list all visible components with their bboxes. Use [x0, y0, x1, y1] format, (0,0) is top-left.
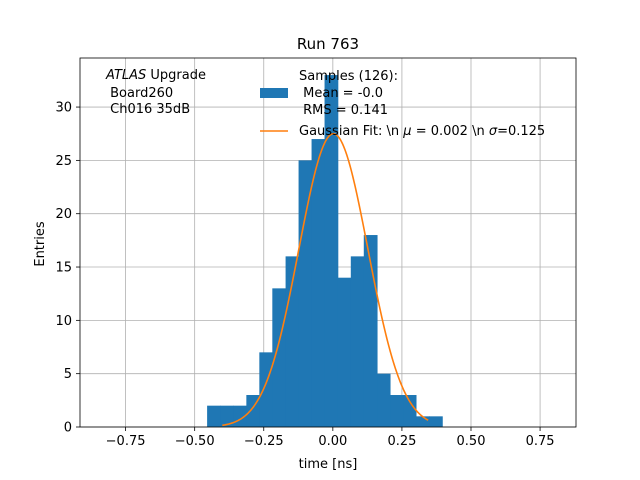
annotation-line-3: Ch016 35dB — [106, 102, 190, 117]
gaussian-fit — [222, 132, 429, 427]
y-tick-label: 0 — [64, 421, 72, 436]
histogram-bar — [337, 277, 352, 427]
y-tick-label: 25 — [55, 154, 72, 169]
legend-fit-part-3: =0.125 — [497, 124, 545, 139]
histogram-bar — [403, 395, 417, 427]
x-axis-label: time [ns] — [299, 457, 358, 472]
histogram-bar — [272, 288, 287, 427]
x-tick-label: −0.50 — [175, 434, 215, 449]
annotation-line-2: Board260 — [106, 86, 173, 101]
legend-samples-line-3: RMS = 0.141 — [299, 103, 388, 118]
x-tick-label: −0.25 — [244, 434, 284, 449]
histogram-bar — [220, 405, 234, 427]
histogram-bar — [350, 256, 365, 427]
upgrade-label: Upgrade — [146, 68, 206, 83]
legend-swatch-samples — [260, 88, 288, 98]
y-axis: 0 5 10 15 20 25 30 — [55, 101, 80, 436]
plot-frame — [79, 57, 577, 428]
annotation-text: ATLAS Upgrade Board260 Ch016 35dB — [105, 68, 206, 117]
x-tick-label: 0.50 — [457, 434, 486, 449]
x-tick-label: 0.75 — [526, 434, 555, 449]
y-tick-label: 15 — [55, 261, 72, 276]
histogram-bar — [324, 75, 339, 427]
y-axis-label: Entries — [33, 221, 48, 267]
x-tick-label: 0.00 — [318, 434, 347, 449]
y-tick-label: 10 — [55, 314, 72, 329]
annotation-line-1: ATLAS Upgrade — [105, 68, 206, 83]
y-tick-label: 5 — [64, 367, 72, 382]
gaussian-fit-line — [222, 132, 429, 427]
legend-fit-sigma: σ — [489, 124, 498, 139]
legend-fit-label: Gaussian Fit: \n μ = 0.002 \n σ=0.125 — [299, 124, 545, 139]
legend: Samples (126): Mean = -0.0 RMS = 0.141 G… — [260, 69, 545, 139]
histogram-bar — [207, 405, 221, 427]
legend-fit-part-2: = 0.002 \n — [412, 124, 489, 139]
histogram-bar — [259, 352, 273, 427]
legend-fit-mu: μ — [402, 124, 411, 139]
legend-samples-line-2: Mean = -0.0 — [299, 86, 383, 101]
x-axis: −0.75 −0.50 −0.25 0.00 0.25 0.50 0.75 — [106, 427, 555, 449]
histogram-bar — [416, 416, 430, 427]
x-tick-label: 0.25 — [387, 434, 416, 449]
x-tick-label: −0.75 — [106, 434, 146, 449]
chart-title: Run 763 — [297, 35, 359, 53]
histogram-bar — [377, 373, 391, 427]
atlas-label: ATLAS — [105, 68, 146, 83]
histogram-bar — [390, 395, 404, 427]
histogram-bar — [298, 160, 313, 427]
y-tick-label: 30 — [55, 101, 72, 116]
histogram-bar — [429, 416, 443, 427]
histogram-bar — [311, 139, 326, 428]
legend-samples-line-1: Samples (126): — [299, 69, 398, 84]
y-tick-label: 20 — [55, 207, 72, 222]
legend-fit-part-1: Gaussian Fit: \n — [299, 124, 403, 139]
